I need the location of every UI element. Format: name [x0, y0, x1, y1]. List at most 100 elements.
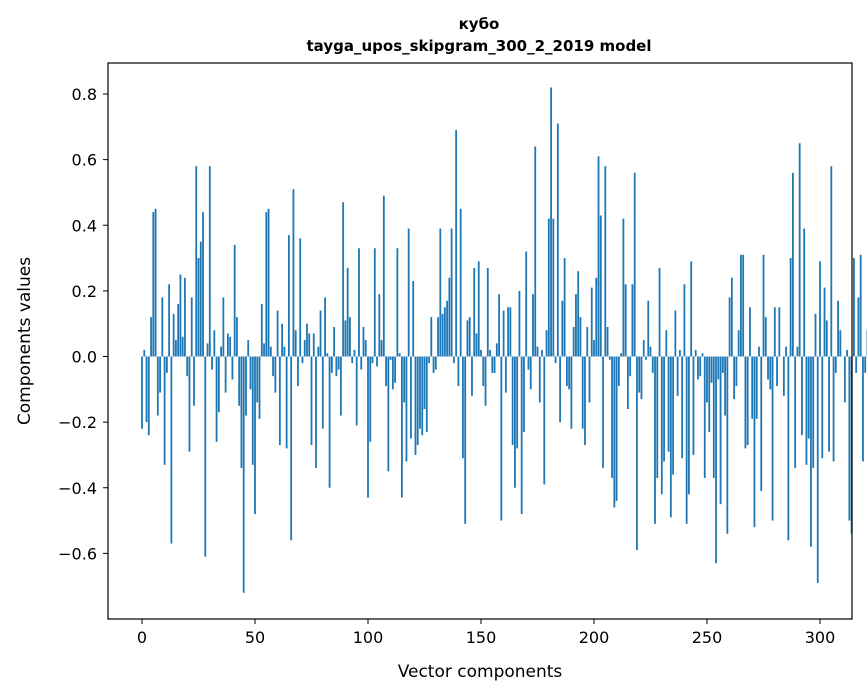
bar-132: [439, 228, 442, 357]
bar-8: [159, 356, 161, 393]
bar-76: [312, 333, 315, 357]
bar-159: [500, 356, 503, 521]
bar-306: [832, 356, 835, 462]
bar-62: [281, 323, 284, 357]
x-tick-label: 0: [137, 628, 147, 647]
bar-196: [584, 356, 586, 446]
bar-104: [376, 356, 378, 367]
bar-26: [199, 241, 202, 357]
bar-291: [798, 143, 801, 357]
bar-315: [853, 258, 855, 357]
bar-119: [410, 356, 412, 439]
bar-151: [482, 356, 485, 387]
bar-88: [339, 356, 342, 416]
bar-166: [516, 356, 519, 449]
bar-249: [703, 356, 706, 478]
bar-218: [633, 172, 636, 357]
bar-242: [688, 356, 690, 495]
y-axis-label: Components values: [15, 257, 35, 425]
bar-191: [572, 326, 575, 357]
bar-309: [839, 330, 842, 357]
bar-200: [593, 340, 595, 357]
bar-286: [787, 356, 790, 541]
x-tick-label: 300: [805, 628, 836, 647]
bar-195: [581, 356, 584, 429]
bar-163: [509, 307, 512, 357]
bar-122: [416, 356, 419, 446]
bar-270: [751, 356, 754, 419]
bar-201: [595, 277, 598, 357]
bar-223: [645, 356, 647, 360]
bar-83: [328, 356, 331, 488]
bar-265: [740, 254, 742, 357]
bar-68: [294, 330, 297, 357]
bar-248: [701, 353, 704, 357]
bar-188: [565, 356, 568, 387]
bar-127: [428, 356, 430, 364]
bar-150: [480, 349, 482, 357]
bar-47: [247, 340, 250, 357]
bar-58: [272, 356, 274, 377]
x-axis-label: Vector components: [398, 662, 563, 682]
bar-32: [213, 330, 216, 357]
y-tick-label: −0.4: [58, 479, 97, 498]
bar-254: [715, 356, 717, 564]
bar-226: [651, 356, 654, 373]
bar-82: [326, 353, 329, 357]
y-tick-label: 0.8: [72, 85, 97, 104]
bar-141: [459, 208, 462, 357]
bar-81: [324, 297, 326, 357]
bar-85: [333, 326, 336, 357]
bars-group: [141, 87, 867, 593]
bar-255: [717, 356, 720, 380]
bar-18: [181, 336, 184, 357]
bar-0: [141, 356, 143, 429]
bar-131: [437, 317, 439, 357]
bar-1: [143, 349, 146, 357]
bar-63: [283, 346, 286, 357]
bar-109: [387, 356, 390, 472]
bar-143: [464, 356, 467, 524]
bar-77: [315, 356, 317, 469]
bar-15: [175, 340, 177, 357]
bar-86: [335, 356, 338, 377]
bar-318: [859, 254, 862, 357]
bar-297: [812, 356, 815, 469]
bar-205: [604, 166, 607, 357]
bar-116: [403, 356, 406, 403]
bar-228: [656, 356, 659, 478]
bar-45: [242, 356, 245, 593]
bar-241: [685, 356, 688, 524]
bar-40: [231, 356, 234, 380]
bar-233: [667, 356, 670, 452]
bar-4: [150, 317, 152, 357]
bar-43: [238, 356, 241, 406]
bar-177: [541, 349, 543, 357]
bar-19: [184, 277, 186, 357]
bar-6: [154, 208, 157, 357]
bar-24: [195, 166, 198, 357]
bar-235: [672, 356, 675, 475]
bar-137: [450, 228, 453, 357]
bar-35: [220, 346, 223, 357]
bar-57: [269, 346, 272, 357]
bar-22: [190, 297, 193, 357]
bar-266: [742, 254, 745, 357]
bar-27: [202, 212, 204, 357]
bar-238: [678, 349, 681, 357]
bar-275: [762, 254, 765, 357]
bar-134: [443, 307, 446, 357]
y-tick-label: −0.6: [58, 544, 97, 563]
bar-139: [455, 130, 458, 357]
bar-189: [568, 356, 571, 390]
bar-87: [337, 356, 340, 370]
bar-36: [222, 297, 225, 357]
bar-237: [676, 356, 679, 396]
bar-273: [758, 346, 760, 357]
bar-206: [606, 326, 609, 357]
bar-70: [299, 238, 302, 357]
bar-287: [789, 258, 792, 357]
bar-173: [532, 294, 534, 357]
bar-53: [260, 304, 263, 357]
bar-65: [288, 235, 290, 357]
